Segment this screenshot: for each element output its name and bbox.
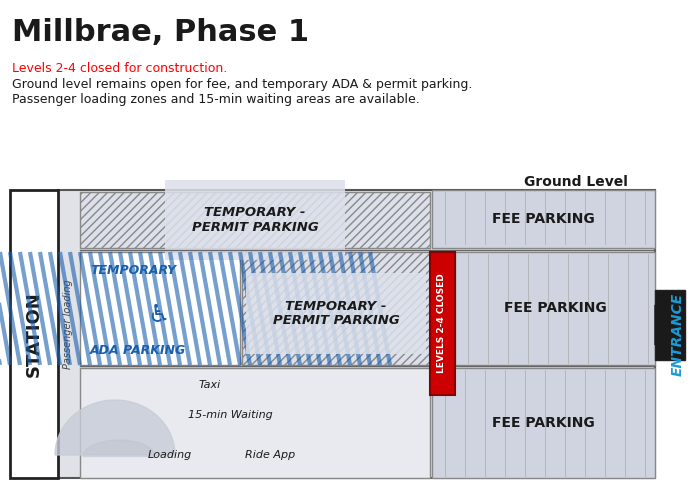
Polygon shape [655, 290, 685, 360]
Bar [430, 252, 455, 395]
Text: ENTRANCE: ENTRANCE [671, 292, 685, 376]
Polygon shape [83, 440, 155, 456]
Polygon shape [55, 400, 175, 455]
Bar [80, 192, 430, 248]
FancyBboxPatch shape [58, 190, 655, 478]
Text: Ground level remains open for fee, and temporary ADA & permit parking.: Ground level remains open for fee, and t… [12, 78, 473, 91]
Text: TEMPORARY -
PERMIT PARKING: TEMPORARY - PERMIT PARKING [273, 300, 400, 328]
Text: LEVELS 2-4 CLOSED: LEVELS 2-4 CLOSED [437, 274, 446, 374]
Bar [242, 252, 430, 365]
Text: Levels 2-4 closed for construction.: Levels 2-4 closed for construction. [12, 62, 227, 75]
Text: Millbrae, Phase 1: Millbrae, Phase 1 [12, 18, 309, 47]
Text: STATION: STATION [25, 291, 43, 377]
Text: Taxi: Taxi [199, 380, 221, 390]
Text: Ground Level: Ground Level [524, 175, 628, 189]
Bar [432, 368, 655, 478]
Text: Passenger loading: Passenger loading [63, 279, 73, 369]
Text: TEMPORARY: TEMPORARY [90, 264, 176, 276]
Bar [432, 190, 655, 248]
Polygon shape [655, 305, 680, 345]
Bar [455, 252, 655, 365]
Text: 15-min Waiting: 15-min Waiting [188, 410, 273, 420]
Text: Loading: Loading [148, 450, 192, 460]
Text: Ride App: Ride App [245, 450, 295, 460]
Text: TEMPORARY -
PERMIT PARKING: TEMPORARY - PERMIT PARKING [192, 206, 318, 234]
Text: FEE PARKING: FEE PARKING [491, 416, 594, 430]
Bar [80, 252, 240, 365]
Bar [80, 368, 430, 478]
Text: FEE PARKING: FEE PARKING [491, 212, 594, 226]
Text: FEE PARKING: FEE PARKING [504, 302, 607, 316]
Text: Passenger loading zones and 15-min waiting areas are available.: Passenger loading zones and 15-min waiti… [12, 93, 420, 106]
Text: ADA PARKING: ADA PARKING [90, 344, 186, 356]
Bar [10, 190, 58, 478]
Text: ♿: ♿ [147, 303, 169, 327]
